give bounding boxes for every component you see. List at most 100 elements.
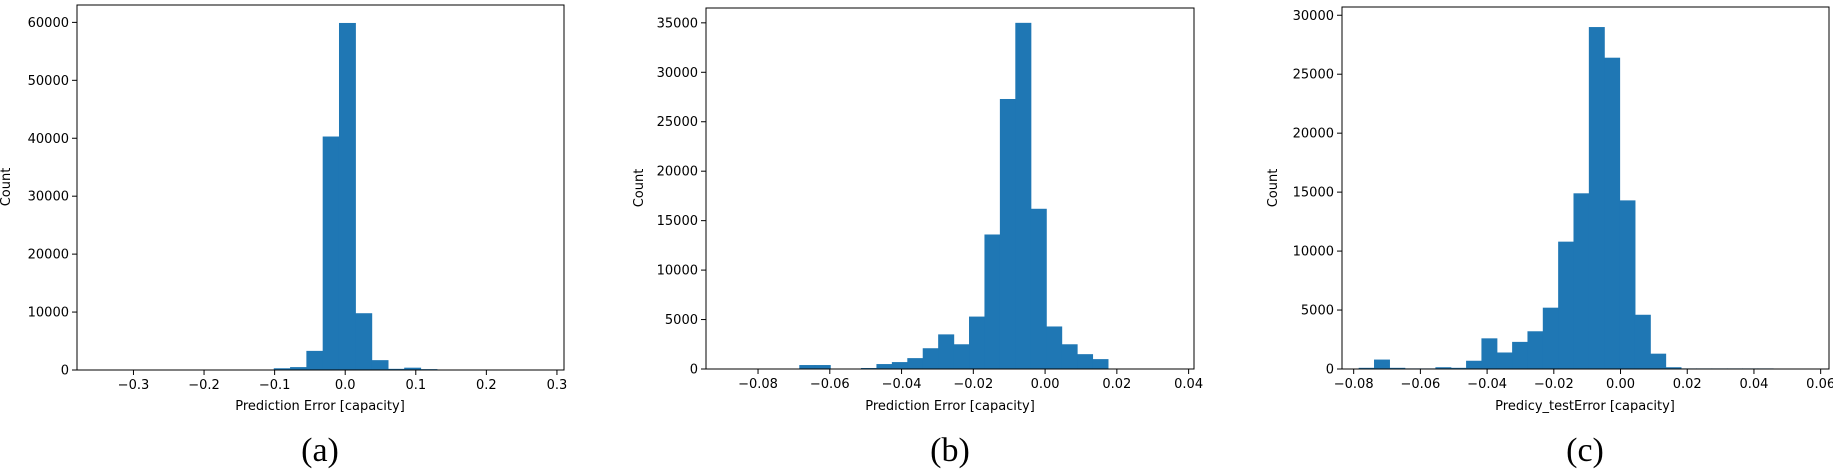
- chart-a-ytick-label: 40000: [28, 132, 69, 147]
- chart-b-frame: [705, 7, 1195, 370]
- chart-a-ytick-label: 20000: [28, 248, 69, 263]
- chart-b: −0.08 −0.06 −0.04 −0.02 0.00 0.02 0.04 0 5000 10…: [632, 7, 1203, 469]
- chart-a-xtick-label: 0.2: [476, 378, 497, 393]
- chart-b-bar: [799, 365, 816, 369]
- chart-b-bar: [984, 234, 1001, 369]
- chart-c-frame: [1341, 6, 1830, 370]
- chart-a-xlabel: Prediction Error [capacity]: [235, 399, 405, 414]
- chart-c-xtick-label: −0.06: [1400, 377, 1440, 392]
- chart-a-bar: [355, 313, 373, 370]
- chart-a-bar: [306, 350, 324, 370]
- chart-b-xtick-label: −0.04: [882, 377, 922, 392]
- chart-b-xtick-label: −0.02: [953, 377, 993, 392]
- chart-c-bar: [1650, 353, 1667, 369]
- chart-b-xtick-label: 0.00: [1031, 377, 1060, 392]
- chart-a-xtick-label: −0.1: [259, 378, 291, 393]
- chart-a-ylabel: Count: [0, 168, 14, 207]
- chart-c-ytick-label: 15000: [1293, 186, 1334, 201]
- chart-b-ylabel: Count: [632, 169, 647, 208]
- chart-a-bar: [290, 367, 307, 370]
- chart-c-bar: [1604, 57, 1621, 369]
- chart-b-bar: [891, 362, 908, 369]
- chart-a-yticks: 0 10000 20000 30000 40000 50000 60000: [28, 16, 77, 379]
- chart-c-xtick-label: −0.08: [1334, 377, 1374, 392]
- chart-b-bar: [1030, 208, 1047, 369]
- chart-a-bar: [338, 22, 356, 371]
- chart-c-xtick-label: 0.04: [1739, 377, 1768, 392]
- chart-a-ytick-label: 10000: [28, 306, 69, 321]
- chart-b-yticks: 0 5000 10000 15000 20000 25000 30000 35000: [657, 16, 706, 378]
- chart-b-bar: [999, 98, 1016, 370]
- chart-b-bars: [737, 22, 1124, 370]
- chart-a-xticks: −0.3 −0.2 −0.1 0.0 0.1 0.2 0.3: [118, 370, 568, 393]
- chart-c-bar: [1466, 360, 1483, 369]
- chart-b-bar: [953, 344, 970, 369]
- chart-b-ytick-label: 15000: [657, 214, 698, 229]
- chart-b-bar: [1015, 22, 1032, 370]
- chart-c-bar: [1374, 359, 1390, 369]
- chart-b-ytick-label: 25000: [657, 115, 698, 130]
- chart-a-frame: [76, 4, 565, 371]
- chart-c-bar: [1450, 367, 1467, 369]
- chart-a-caption: (a): [301, 432, 339, 469]
- chart-c-bars: [1358, 27, 1774, 370]
- chart-a-bar: [387, 368, 405, 370]
- chart-b-bar: [969, 316, 986, 369]
- chart-a-xtick-label: 0.0: [335, 378, 356, 393]
- chart-a: −0.3 −0.2 −0.1 0.0 0.1 0.2 0.3 0 10000 20000 3000…: [0, 4, 568, 469]
- chart-c-ytick-label: 0: [1326, 363, 1334, 378]
- chart-b-bar: [876, 364, 893, 369]
- chart-a-xtick-label: 0.1: [405, 378, 426, 393]
- chart-c-xtick-label: 0.00: [1606, 377, 1635, 392]
- chart-c-xtick-label: −0.02: [1534, 377, 1574, 392]
- chart-c-bar: [1542, 307, 1559, 369]
- chart-b-xticks: −0.08 −0.06 −0.04 −0.02 0.00 0.02 0.04: [738, 369, 1203, 392]
- chart-a-ytick-label: 50000: [28, 74, 69, 89]
- chart-c-caption: (c): [1566, 432, 1604, 469]
- chart-a-xtick-label: 0.3: [547, 378, 568, 393]
- chart-c-ytick-label: 5000: [1301, 304, 1334, 319]
- chart-c-xtick-label: 0.02: [1673, 377, 1702, 392]
- chart-b-ytick-label: 30000: [657, 66, 698, 81]
- chart-b-xtick-label: 0.02: [1102, 377, 1131, 392]
- chart-c-ytick-label: 25000: [1293, 68, 1334, 83]
- chart-c-xlabel: Predicy_testError [capacity]: [1495, 399, 1675, 414]
- chart-c-ytick-label: 30000: [1293, 9, 1334, 24]
- chart-b-xtick-label: −0.08: [738, 377, 778, 392]
- chart-a-ytick-label: 30000: [28, 190, 69, 205]
- chart-b-bar: [1061, 344, 1078, 369]
- chart-b-bar: [814, 365, 831, 369]
- chart-b-caption: (b): [930, 432, 970, 469]
- chart-c-bar: [1527, 331, 1544, 369]
- chart-b-bar: [922, 348, 939, 369]
- chart-c-yticks: 0 5000 10000 15000 20000 25000 30000: [1293, 9, 1342, 378]
- chart-b-ytick-label: 10000: [657, 264, 698, 279]
- chart-c-xticks: −0.08 −0.06 −0.04 −0.02 0.00 0.02 0.04 0.06: [1334, 369, 1833, 392]
- chart-c-bar: [1665, 367, 1682, 369]
- chart-c-bar: [1435, 367, 1452, 369]
- chart-a-bar: [404, 367, 422, 370]
- chart-c-xtick-label: 0.06: [1806, 377, 1833, 392]
- chart-c-bar: [1496, 352, 1513, 369]
- chart-c-ylabel: Count: [1266, 169, 1281, 208]
- chart-b-bar: [1046, 326, 1063, 369]
- chart-b-ytick-label: 0: [690, 363, 698, 378]
- chart-c-bar: [1512, 341, 1529, 369]
- chart-b-bar: [1092, 359, 1109, 369]
- chart-b-ytick-label: 35000: [657, 16, 698, 31]
- chart-b-ytick-label: 5000: [665, 313, 698, 328]
- chart-a-bars: [143, 22, 454, 371]
- chart-c-bar: [1573, 193, 1590, 369]
- chart-b-bar: [907, 358, 924, 369]
- chart-a-ytick-label: 60000: [28, 16, 69, 31]
- chart-b-xtick-label: 0.04: [1174, 377, 1203, 392]
- chart-b-xlabel: Prediction Error [capacity]: [865, 399, 1035, 414]
- chart-c: −0.08 −0.06 −0.04 −0.02 0.00 0.02 0.04 0.06 0 50…: [1266, 6, 1833, 469]
- chart-a-bar: [322, 136, 340, 370]
- chart-c-bar: [1619, 200, 1636, 369]
- chart-c-xtick-label: −0.04: [1467, 377, 1507, 392]
- chart-c-ytick-label: 10000: [1293, 245, 1334, 260]
- chart-c-bar: [1634, 314, 1651, 369]
- chart-a-bar: [273, 368, 291, 370]
- chart-a-xtick-label: −0.3: [118, 378, 150, 393]
